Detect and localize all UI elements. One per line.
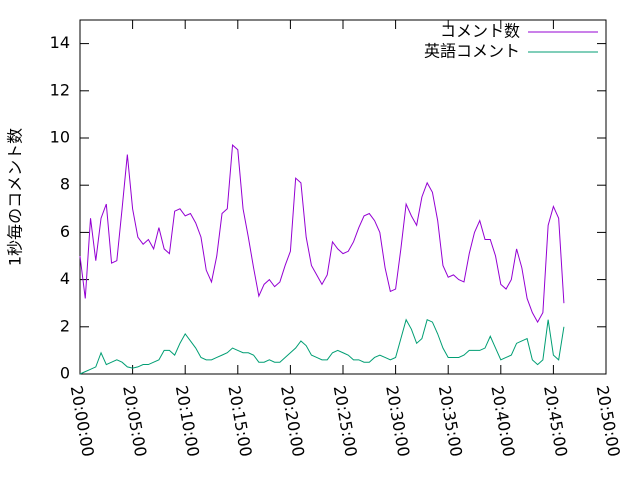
data-line	[79, 318, 565, 375]
x-tick-label: 20:00:00	[67, 384, 98, 458]
x-tick-label: 20:20:00	[277, 384, 308, 458]
y-tick-label: 6	[60, 222, 70, 241]
x-tick-label: 20:35:00	[435, 384, 466, 458]
legend-label: コメント数	[440, 22, 520, 41]
y-tick-label: 2	[60, 316, 70, 335]
y-tick-label: 4	[60, 269, 70, 288]
legend-label: 英語コメント	[424, 42, 520, 61]
x-tick-label: 20:40:00	[487, 384, 518, 458]
x-tick-label: 20:15:00	[224, 384, 255, 458]
y-tick-label: 12	[50, 80, 70, 99]
x-tick-label: 20:10:00	[172, 384, 203, 458]
y-tick-label: 0	[60, 364, 70, 383]
y-tick-label: 14	[50, 33, 70, 52]
x-tick-label: 20:05:00	[119, 384, 150, 458]
data-line	[79, 144, 565, 324]
y-tick-label: 8	[60, 175, 70, 194]
x-tick-label: 20:45:00	[540, 384, 571, 458]
y-tick-label: 10	[50, 128, 70, 147]
x-tick-label: 20:25:00	[330, 384, 361, 458]
x-tick-label: 20:30:00	[382, 384, 413, 458]
plot-frame	[79, 19, 607, 375]
x-tick-label: 20:50:00	[593, 384, 624, 458]
y-axis-label: 1秒毎のコメント数	[6, 128, 25, 266]
